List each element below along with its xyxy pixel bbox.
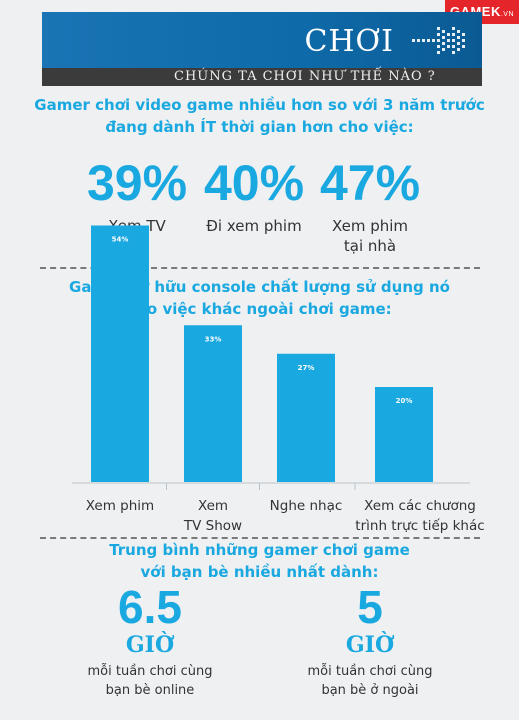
banner-subtitle-bar: CHÚNG TA CHƠI NHƯ THẾ NÀO ?	[42, 68, 482, 86]
category-label-1-line-1: TV Show	[183, 518, 242, 534]
section3-heading-line2: với bạn bè nhiều nhất dành:	[140, 563, 379, 581]
category-label-3-line-1: trình trực tiếp khác	[355, 517, 484, 534]
bar-1	[184, 325, 242, 482]
desc-line1: mỗi tuần chơi cùng	[307, 664, 433, 679]
stat-value: 47%	[319, 155, 421, 211]
stat-value: 39%	[86, 155, 188, 211]
desc-line1: mỗi tuần chơi cùng	[87, 664, 213, 679]
bar-2	[277, 353, 335, 482]
category-label-3-line-0: Xem các chương	[364, 498, 476, 514]
bar-3	[375, 387, 433, 482]
stat-label-line2: tại nhà	[343, 237, 397, 255]
stat-label: Xem phim tại nhà	[315, 216, 425, 256]
divider-1	[40, 267, 480, 269]
online-hours-unit: GIỜ	[125, 632, 175, 658]
stat-home-movies: 47% Xem phim tại nhà	[315, 156, 425, 256]
stat-cinema: 40% Đi xem phim	[199, 156, 309, 236]
bar-value-label-0: 54%	[112, 236, 129, 244]
divider-2	[40, 537, 480, 539]
desc-line2: bạn bè ở ngoài	[321, 683, 419, 698]
section2-heading: Gamer sở hữu console chất lượng sử dụng …	[0, 276, 519, 320]
stat-label: Đi xem phim	[206, 217, 302, 235]
bar-value-label-1: 33%	[205, 335, 222, 343]
section3-heading: Trung bình những gamer chơi game với bạn…	[0, 539, 519, 583]
banner-subtitle: CHÚNG TA CHƠI NHƯ THẾ NÀO ?	[174, 69, 436, 84]
banner-title: CHƠI	[304, 24, 394, 59]
section1-heading-line1: Gamer chơi video game nhiều hơn so với 3…	[34, 96, 485, 114]
section2-heading-line1: Gamer sở hữu console chất lượng sử dụng …	[69, 278, 450, 296]
offline-hours-value: 5	[357, 581, 383, 633]
desc-line2: bạn bè online	[105, 683, 195, 698]
category-label-0-line-0: Xem phim	[86, 498, 154, 514]
offline-hours-desc: mỗi tuần chơi cùng bạn bè ở ngoài	[280, 662, 460, 700]
section-banner: CHƠI	[42, 12, 482, 68]
section2-heading-line2: cho việc khác ngoài chơi game:	[127, 300, 392, 318]
online-hours-desc: mỗi tuần chơi cùng bạn bè online	[60, 662, 240, 700]
stat-value: 40%	[203, 155, 305, 211]
offline-hours-unit: GIỜ	[345, 632, 395, 658]
section3-heading-line1: Trung bình những gamer chơi game	[109, 541, 410, 559]
category-label-1-line-0: Xem	[198, 498, 228, 514]
online-hours-value: 6.5	[118, 581, 182, 633]
section1-heading: Gamer chơi video game nhiều hơn so với 3…	[0, 94, 519, 138]
bar-value-label-2: 27%	[298, 364, 315, 372]
stat-label-line1: Xem phim	[331, 217, 409, 235]
arrow-grid-icon	[412, 27, 465, 54]
category-label-2-line-0: Nghe nhạc	[270, 498, 343, 514]
bar-0	[91, 225, 149, 482]
section1-heading-line2: đang dành ÍT thời gian hơn cho việc:	[105, 118, 414, 136]
bar-value-label-3: 20%	[396, 397, 413, 405]
logo-suffix: .VN	[500, 11, 515, 18]
